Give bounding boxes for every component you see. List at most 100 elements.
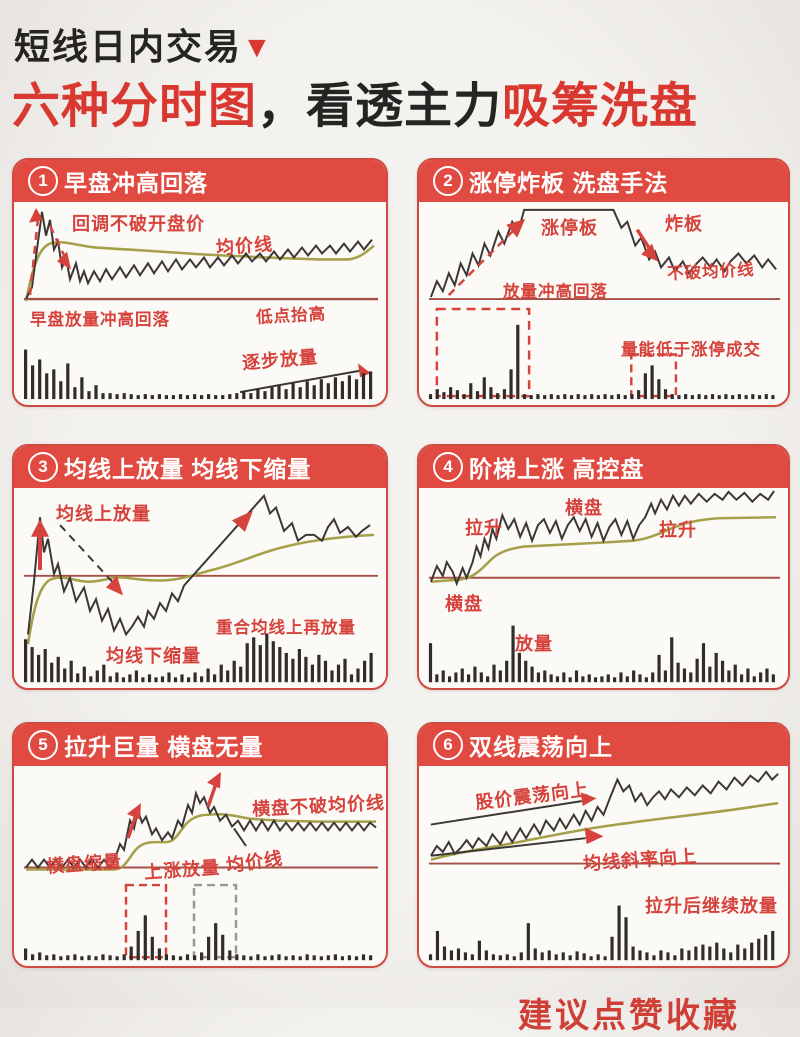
panel-1-header: 1 早盘冲高回落: [14, 160, 386, 202]
upper-trend-arrowhead: [580, 792, 597, 807]
panel-4-number-badge: 4: [433, 452, 463, 482]
annotation: 回调不破开盘价: [72, 214, 205, 234]
panel-6-chart: 股价震荡向上 均线斜率向上 拉升后继续放量: [419, 766, 788, 966]
up-right-arrowhead: [506, 218, 526, 238]
annotation: 上涨放量: [143, 857, 221, 883]
annotation: 均线上放量: [56, 504, 151, 524]
down-arrowhead: [57, 251, 71, 270]
panel-6-svg: [428, 770, 781, 961]
annotation: 早盘放量冲高回落: [30, 311, 170, 329]
avg-line-pointer: [233, 827, 247, 847]
panel-2: 2 涨停炸板 洗盘手法 涨停板 炸板 不破均价线 放量冲高回落 量能低于涨停成交: [417, 158, 790, 407]
rally-dashed-arrow: [447, 228, 516, 296]
panel-1-svg: [24, 207, 378, 400]
title-red-segment-1: 六种分时图: [12, 80, 258, 133]
volume-bars: [428, 905, 775, 961]
panel-4-header: 4 阶梯上涨 高控盘: [419, 446, 788, 488]
volume-bars: [24, 915, 373, 961]
panel-5-number-badge: 5: [28, 730, 58, 760]
panel-4-chart: 拉升 横盘 拉升 横盘 放量: [419, 488, 788, 688]
pullback-dashed-arrow: [48, 225, 68, 260]
panel-3-svg: [24, 493, 378, 683]
volume-bars: [428, 324, 775, 400]
price-line: [429, 208, 777, 298]
annotation: 拉升: [465, 518, 503, 538]
page-title-line1: 短线日内交易▼: [14, 18, 274, 70]
volume-bars: [24, 633, 373, 683]
avg-price-line: [26, 533, 375, 645]
panel-2-title: 涨停炸板 洗盘手法: [469, 170, 669, 196]
lower-trend-line: [430, 837, 586, 857]
panel-6: 6 双线震荡向上 股价震荡向上 均线斜率向上 拉升后继续放量: [417, 722, 790, 968]
price-line: [429, 490, 775, 587]
volume-bars: [24, 349, 373, 400]
panel-2-svg: [428, 208, 781, 400]
panel-3: 3 均线上放量 均线下缩量 均线上放量 均线下缩量 重合均线上再放量: [12, 444, 388, 690]
title-black-segment: ，看透主力: [257, 80, 503, 133]
panel-2-number-badge: 2: [433, 166, 463, 196]
annotation: 横盘缩量: [45, 851, 123, 877]
annotation: 均价线: [215, 234, 274, 258]
panel-3-chart: 均线上放量 均线下缩量 重合均线上再放量: [14, 488, 386, 688]
bottom-partial-text: 建议点赞收藏: [518, 997, 740, 1035]
panel-5-title: 拉升巨量 横盘无量: [64, 734, 264, 760]
annotation: 横盘: [445, 594, 483, 614]
page-title-line1-text: 短线日内交易: [14, 26, 243, 67]
rally-arrowhead: [232, 510, 253, 532]
panel-2-chart: 涨停板 炸板 不破均价线 放量冲高回落 量能低于涨停成交: [419, 202, 788, 405]
up-arrowhead: [31, 519, 49, 537]
rally2-arrow-shaft: [206, 783, 218, 808]
annotation: 横盘: [565, 498, 603, 518]
down-triangle-icon: ▼: [242, 31, 274, 64]
price-line: [430, 770, 779, 857]
panel-4: 4 阶梯上涨 高控盘 拉升 横盘 拉升 横盘 放量: [417, 444, 790, 690]
trend-arrowhead: [358, 363, 371, 378]
annotation: 拉升后继续放量: [645, 896, 778, 916]
upper-trend-line: [430, 800, 582, 826]
annotation: 放量冲高回落: [503, 283, 608, 301]
avg-price-line: [430, 516, 777, 583]
panel-1-chart: 回调不破开盘价 均价线 早盘放量冲高回落 低点抬高 逐步放量: [14, 202, 386, 405]
annotation: 量能低于涨停成交: [621, 341, 761, 359]
panel-1-number-badge: 1: [28, 166, 58, 196]
panel-3-number-badge: 3: [28, 452, 58, 482]
annotation: 低点抬高: [255, 305, 327, 327]
avg-price-line: [430, 801, 779, 861]
panel-3-header: 3 均线上放量 均线下缩量: [14, 446, 386, 488]
panel-5: 5 拉升巨量 横盘无量 横盘不破均价线 横盘缩量 上涨放量 均价线: [12, 722, 388, 968]
panel-3-title: 均线上放量 均线下缩量: [64, 456, 312, 482]
annotation: 炸板: [665, 214, 703, 234]
panel-5-header: 5 拉升巨量 横盘无量: [14, 724, 386, 766]
volume-bars: [428, 625, 775, 683]
panel-6-title: 双线震荡向上: [469, 734, 613, 760]
panel-6-header: 6 双线震荡向上: [419, 724, 788, 766]
volume-trend-line: [239, 369, 363, 394]
panel-1-title: 早盘冲高回落: [64, 170, 208, 196]
annotation: 涨停板: [541, 218, 598, 238]
panel-5-chart: 横盘不破均价线 横盘缩量 上涨放量 均价线: [14, 766, 386, 966]
lower-trend-arrowhead: [584, 827, 604, 845]
price-line: [25, 789, 377, 870]
price-line: [27, 493, 371, 637]
down-right-arrowhead: [106, 575, 123, 596]
rally1-arrow-shaft: [126, 814, 138, 839]
panel-2-header: 2 涨停炸板 洗盘手法: [419, 160, 788, 202]
annotation: 均线下缩量: [106, 646, 201, 666]
avg-price-line: [24, 240, 375, 302]
up-arrowhead: [29, 207, 43, 223]
annotation: 不破均价线: [666, 260, 756, 284]
annotation: 放量: [515, 634, 553, 654]
rally2-arrowhead: [207, 771, 221, 789]
panel-5-svg: [24, 771, 378, 961]
annotation: 拉升: [659, 520, 697, 540]
down-right-arrowhead: [641, 243, 659, 262]
panel-4-title: 阶梯上涨 高控盘: [469, 456, 645, 482]
title-red-segment-2: 吸筹洗盘: [502, 80, 699, 133]
panel-6-number-badge: 6: [433, 730, 463, 760]
page-title-line2: 六种分时图，看透主力吸筹洗盘: [12, 66, 698, 136]
panel-4-svg: [428, 490, 781, 683]
rally1-arrowhead: [127, 803, 141, 820]
panel-1: 1 早盘冲高回落 回调不破开盘价 均价线 早盘放量冲高回落 低点抬高 逐步放量: [12, 158, 388, 407]
break-arrow: [635, 228, 652, 251]
annotation: 重合均线上再放量: [216, 619, 356, 637]
